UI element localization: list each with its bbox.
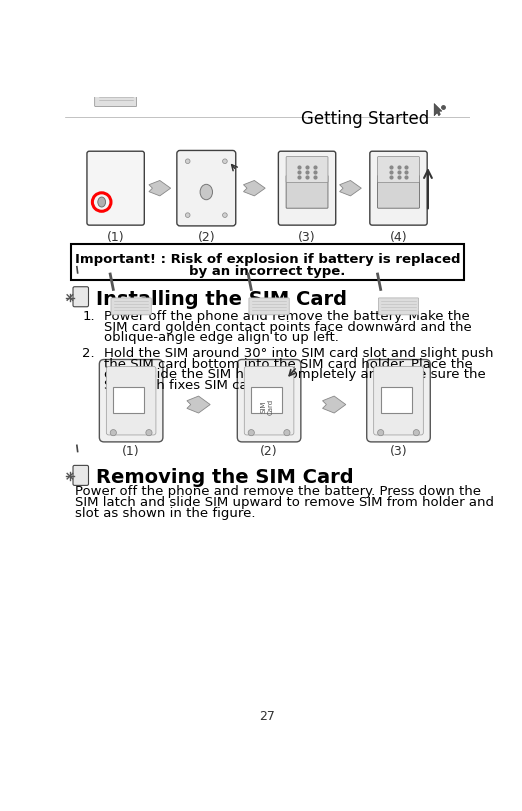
FancyBboxPatch shape <box>381 387 412 413</box>
Circle shape <box>377 430 384 436</box>
FancyBboxPatch shape <box>106 367 156 435</box>
Text: (1): (1) <box>122 445 140 458</box>
FancyBboxPatch shape <box>113 387 144 413</box>
FancyBboxPatch shape <box>238 359 301 442</box>
Text: oblique-angle edge align to up left.: oblique-angle edge align to up left. <box>104 332 339 345</box>
Text: (3): (3) <box>298 230 316 243</box>
Text: Getting Started: Getting Started <box>301 109 430 127</box>
FancyBboxPatch shape <box>73 466 89 486</box>
Polygon shape <box>434 104 442 116</box>
Text: card inside the SIM holder completely and make sure the: card inside the SIM holder completely an… <box>104 368 486 381</box>
Polygon shape <box>340 181 361 196</box>
Polygon shape <box>323 396 346 413</box>
Text: (2): (2) <box>260 445 278 458</box>
FancyBboxPatch shape <box>278 151 336 225</box>
Circle shape <box>185 212 190 217</box>
FancyBboxPatch shape <box>249 298 289 315</box>
FancyBboxPatch shape <box>244 367 294 435</box>
FancyBboxPatch shape <box>377 175 419 208</box>
FancyBboxPatch shape <box>94 94 137 106</box>
Text: SIM latch fixes SIM card.: SIM latch fixes SIM card. <box>104 379 266 393</box>
Text: Installing the SIM Card: Installing the SIM Card <box>96 290 347 309</box>
Text: 1.: 1. <box>82 310 95 323</box>
Polygon shape <box>187 396 210 413</box>
Circle shape <box>222 159 227 164</box>
Text: (4): (4) <box>390 230 407 243</box>
FancyBboxPatch shape <box>99 359 163 442</box>
FancyBboxPatch shape <box>378 298 419 315</box>
Text: Important! : Risk of explosion if battery is replaced: Important! : Risk of explosion if batter… <box>75 253 460 266</box>
Text: 2.: 2. <box>82 347 95 360</box>
Circle shape <box>185 159 190 164</box>
FancyBboxPatch shape <box>374 367 423 435</box>
Text: by an incorrect type.: by an incorrect type. <box>189 265 346 278</box>
Bar <box>72 243 464 280</box>
Text: (3): (3) <box>390 445 407 458</box>
Ellipse shape <box>200 184 212 200</box>
FancyBboxPatch shape <box>251 387 282 413</box>
Text: the SIM card bottom into the SIM card holder. Place the: the SIM card bottom into the SIM card ho… <box>104 358 473 371</box>
Text: Power off the phone and remove the battery. Press down the: Power off the phone and remove the batte… <box>75 486 481 499</box>
FancyBboxPatch shape <box>87 151 144 225</box>
Text: 27: 27 <box>259 710 276 723</box>
Text: (1): (1) <box>107 230 124 243</box>
Circle shape <box>284 430 290 436</box>
Circle shape <box>222 212 227 217</box>
Text: SIM latch and slide SIM upward to remove SIM from holder and: SIM latch and slide SIM upward to remove… <box>75 496 493 509</box>
Circle shape <box>248 430 254 436</box>
Circle shape <box>110 430 116 436</box>
FancyBboxPatch shape <box>367 359 430 442</box>
FancyBboxPatch shape <box>377 157 419 182</box>
Ellipse shape <box>98 197 105 207</box>
Text: slot as shown in the figure.: slot as shown in the figure. <box>75 507 255 520</box>
FancyBboxPatch shape <box>286 175 328 208</box>
Polygon shape <box>243 181 265 196</box>
Text: (2): (2) <box>197 230 215 243</box>
FancyBboxPatch shape <box>286 157 328 182</box>
Text: Power off the phone and remove the battery. Make the: Power off the phone and remove the batte… <box>104 310 470 323</box>
Text: Removing the SIM Card: Removing the SIM Card <box>96 469 354 487</box>
Text: SIM card golden contact points face downward and the: SIM card golden contact points face down… <box>104 320 472 333</box>
Circle shape <box>413 430 419 436</box>
Circle shape <box>146 430 152 436</box>
FancyBboxPatch shape <box>111 298 151 315</box>
Text: Hold the SIM around 30° into SIM card slot and slight push: Hold the SIM around 30° into SIM card sl… <box>104 347 493 360</box>
FancyBboxPatch shape <box>177 151 236 226</box>
FancyBboxPatch shape <box>73 287 89 307</box>
FancyBboxPatch shape <box>370 151 427 225</box>
Polygon shape <box>149 181 171 196</box>
Text: SIM
Card: SIM Card <box>260 399 273 415</box>
